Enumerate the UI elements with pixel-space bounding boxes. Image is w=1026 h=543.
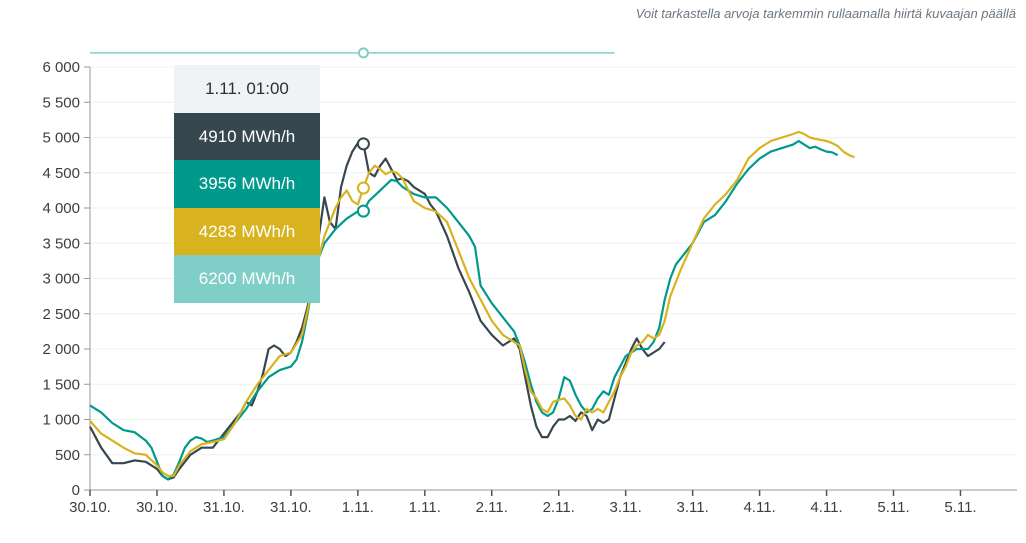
hover-marker-yellow bbox=[356, 181, 370, 195]
y-tick-label: 2 500 bbox=[42, 306, 80, 323]
x-tick-label: 4.11. bbox=[810, 499, 842, 516]
y-tick-label: 4 500 bbox=[42, 165, 80, 182]
x-tick-label: 31.10. bbox=[203, 499, 245, 516]
y-tick-label: 500 bbox=[55, 447, 80, 464]
x-axis: 30.10. 30.10. 31.10. 31.10. 1.11. 1.11. 2.11. 2… bbox=[69, 490, 977, 516]
y-tick-label: 1 000 bbox=[42, 412, 80, 429]
x-tick-label: 2.11. bbox=[476, 499, 508, 516]
tooltip-row-teal: 3956 MWh/h bbox=[174, 160, 320, 208]
x-tick-label: 2.11. bbox=[543, 499, 575, 516]
y-tick-label: 0 bbox=[72, 482, 80, 499]
y-tick-label: 6 000 bbox=[42, 59, 80, 76]
y-tick-label: 5 500 bbox=[42, 94, 80, 111]
x-tick-label: 30.10. bbox=[69, 499, 111, 516]
y-tick-label: 4 000 bbox=[42, 200, 80, 217]
hover-markers bbox=[356, 47, 370, 218]
x-tick-label: 4.11. bbox=[743, 499, 775, 516]
hover-marker-light-teal bbox=[357, 47, 369, 59]
y-tick-label: 1 500 bbox=[42, 376, 80, 393]
x-tick-label: 5.11. bbox=[877, 499, 909, 516]
tooltip-row-yellow: 4283 MWh/h bbox=[174, 207, 320, 255]
chart-hint-text: Voit tarkastella arvoja tarkemmin rullaa… bbox=[635, 6, 1016, 21]
hover-marker-dark bbox=[356, 137, 370, 151]
y-tick-label: 3 000 bbox=[42, 271, 80, 288]
tooltip-row-light-teal: 6200 MWh/h bbox=[174, 255, 320, 303]
series-lines bbox=[89, 52, 855, 481]
y-tick-label: 5 000 bbox=[42, 130, 80, 147]
chart-tooltip: 1.11. 01:00 4910 MWh/h 3956 MWh/h 4283 M… bbox=[174, 65, 320, 303]
x-tick-label: 30.10. bbox=[136, 499, 178, 516]
tooltip-header: 1.11. 01:00 bbox=[174, 65, 320, 113]
x-tick-label: 3.11. bbox=[610, 499, 642, 516]
y-axis: 0 500 1 000 1 500 2 000 2 500 3 000 3 500 4 000 4… bbox=[42, 59, 91, 499]
tooltip-row-dark: 4910 MWh/h bbox=[174, 112, 320, 160]
x-tick-label: 1.11. bbox=[342, 499, 374, 516]
y-tick-label: 3 500 bbox=[42, 235, 80, 252]
x-tick-label: 31.10. bbox=[270, 499, 312, 516]
series-line-yellow bbox=[89, 130, 855, 477]
x-tick-label: 3.11. bbox=[677, 499, 709, 516]
y-tick-label: 2 000 bbox=[42, 341, 80, 358]
x-tick-label: 1.11. bbox=[409, 499, 441, 516]
x-tick-label: 5.11. bbox=[944, 499, 976, 516]
hover-marker-teal bbox=[356, 204, 370, 218]
